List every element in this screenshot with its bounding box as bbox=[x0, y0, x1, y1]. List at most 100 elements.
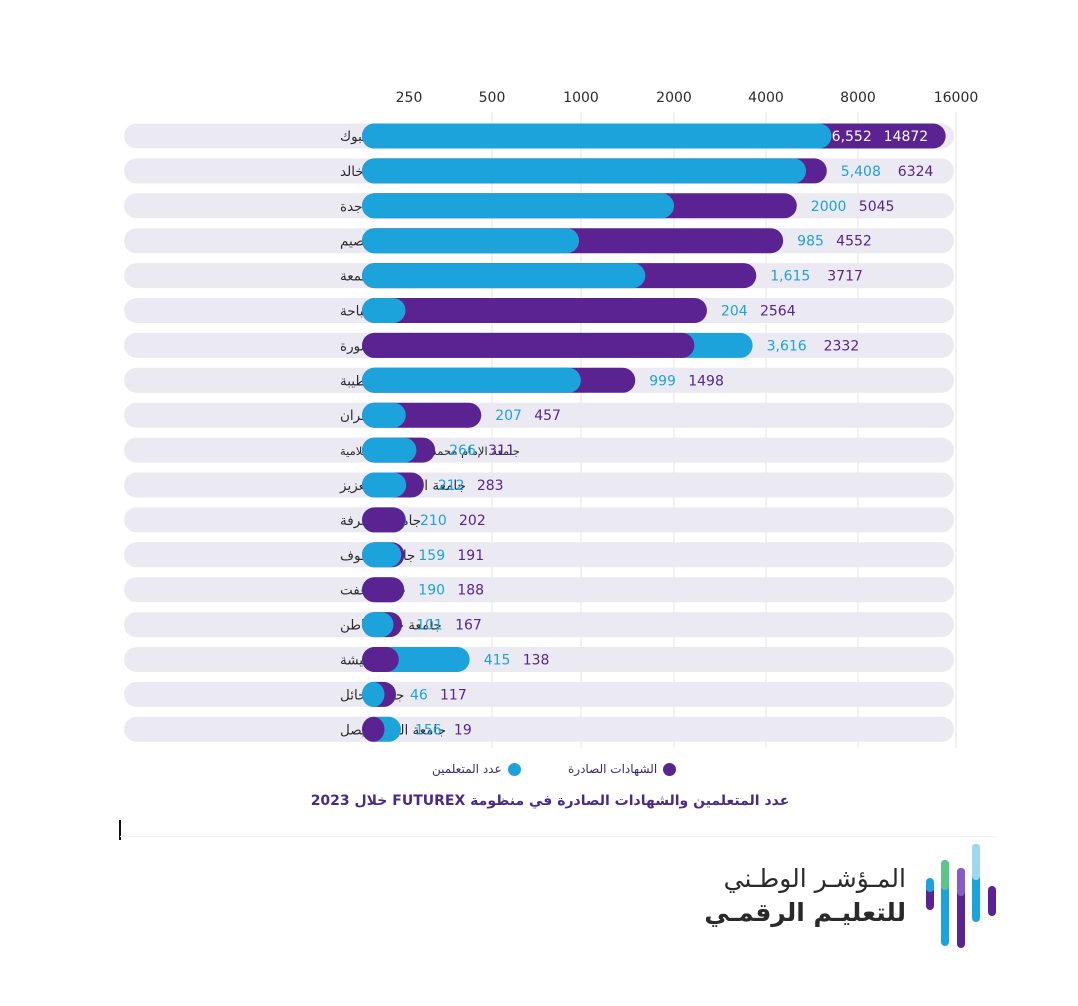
data-label-learners: 3,616 bbox=[767, 338, 807, 354]
data-label-issued: 6324 bbox=[898, 164, 934, 180]
row-track bbox=[124, 402, 954, 428]
x-axis-ticks: 250 500 1000 2000 4000 8000 16000 bbox=[396, 90, 979, 748]
data-label-issued: 3717 bbox=[827, 269, 863, 285]
data-label-issued: 14872 bbox=[884, 129, 929, 145]
data-label-learners: 6,552 bbox=[832, 129, 872, 145]
legend-dot-learners bbox=[507, 762, 521, 776]
chart-row: جامعة الملك عبدالعزيز212283 bbox=[124, 472, 954, 498]
data-label-issued: 191 bbox=[457, 548, 484, 564]
x-tick-label: 250 bbox=[396, 90, 423, 106]
row-track bbox=[124, 647, 954, 672]
brand-line-1: المـؤشـر الوطـني bbox=[723, 864, 906, 893]
row-track bbox=[124, 577, 954, 603]
bar-learners bbox=[362, 542, 402, 568]
x-tick-label: 1000 bbox=[563, 90, 599, 106]
data-label-issued: 19 bbox=[454, 722, 472, 738]
data-label-issued: 1498 bbox=[688, 373, 724, 389]
x-tick-label: 4000 bbox=[748, 90, 784, 106]
data-label-learners: 212 bbox=[438, 478, 465, 494]
bar-learners bbox=[362, 681, 385, 707]
bar-issued bbox=[362, 647, 399, 672]
data-label-learners: 101 bbox=[416, 618, 443, 634]
bar-learners bbox=[362, 437, 417, 463]
data-label-issued: 457 bbox=[534, 408, 561, 424]
bar-issued bbox=[362, 507, 406, 533]
data-label-issued: 117 bbox=[440, 687, 467, 703]
legend-label-issued: الشهادات الصادرة bbox=[568, 762, 658, 776]
data-label-issued: 283 bbox=[477, 478, 504, 494]
data-label-learners: 159 bbox=[418, 548, 445, 564]
data-label-learners: 46 bbox=[410, 687, 428, 703]
brand-line-2: للتعليـم الرقمـي bbox=[704, 898, 906, 927]
legend: الشهادات الصادرة عدد المتعلمين bbox=[420, 762, 700, 784]
data-label-learners: 210 bbox=[420, 513, 447, 529]
brand-logo-icon bbox=[926, 844, 996, 948]
bar-issued bbox=[362, 298, 707, 323]
bar-learners bbox=[362, 123, 832, 149]
bar-learners bbox=[362, 263, 646, 289]
data-label-issued: 4552 bbox=[836, 234, 872, 250]
row-track bbox=[124, 542, 954, 568]
data-label-learners: 156 bbox=[415, 722, 442, 738]
data-label-issued: 167 bbox=[455, 618, 482, 634]
data-label-learners: 1,615 bbox=[770, 269, 810, 285]
x-tick-label: 16000 bbox=[934, 90, 979, 106]
legend-item-learners: عدد المتعلمين bbox=[432, 762, 521, 776]
data-label-issued: 138 bbox=[523, 653, 550, 669]
legend-item-issued: الشهادات الصادرة bbox=[568, 762, 677, 776]
data-label-learners: 190 bbox=[418, 583, 445, 599]
data-label-learners: 5,408 bbox=[841, 164, 881, 180]
brand-name: المـؤشـر الوطـني للتعليـم الرقمـي bbox=[704, 862, 906, 930]
bar-learners bbox=[362, 367, 581, 393]
row-track bbox=[124, 681, 954, 707]
data-label-issued: 188 bbox=[457, 583, 484, 599]
bar-learners bbox=[362, 158, 807, 184]
data-label-learners: 204 bbox=[721, 304, 748, 320]
row-track bbox=[124, 507, 954, 533]
bar-learners bbox=[362, 228, 580, 254]
data-label-learners: 207 bbox=[495, 408, 522, 424]
chart-caption: عدد المتعلمين والشهادات الصادرة في منظوم… bbox=[310, 793, 790, 809]
bar-learners bbox=[362, 402, 406, 428]
data-label-issued: 2564 bbox=[760, 304, 796, 320]
legend-dot-issued bbox=[663, 762, 677, 776]
bar-issued bbox=[362, 577, 405, 603]
data-label-issued: 311 bbox=[488, 443, 515, 459]
x-tick-label: 2000 bbox=[656, 90, 692, 106]
row-track bbox=[124, 437, 954, 463]
bar-learners bbox=[362, 193, 674, 219]
data-label-learners: 999 bbox=[649, 373, 676, 389]
legend-label-learners: عدد المتعلمين bbox=[432, 762, 502, 776]
bar-issued bbox=[362, 716, 385, 742]
row-track bbox=[124, 472, 954, 498]
data-label-issued: 2332 bbox=[824, 338, 860, 354]
x-tick-label: 500 bbox=[479, 90, 506, 106]
bar-learners bbox=[362, 472, 407, 498]
bar-learners bbox=[362, 612, 394, 638]
bar-learners bbox=[362, 298, 406, 323]
data-label-learners: 985 bbox=[797, 234, 824, 250]
section-divider bbox=[120, 836, 996, 837]
data-label-issued: 202 bbox=[459, 513, 486, 529]
x-tick-label: 8000 bbox=[840, 90, 876, 106]
bar-issued bbox=[362, 332, 695, 358]
row-track bbox=[124, 716, 954, 742]
data-label-learners: 2000 bbox=[811, 199, 847, 215]
